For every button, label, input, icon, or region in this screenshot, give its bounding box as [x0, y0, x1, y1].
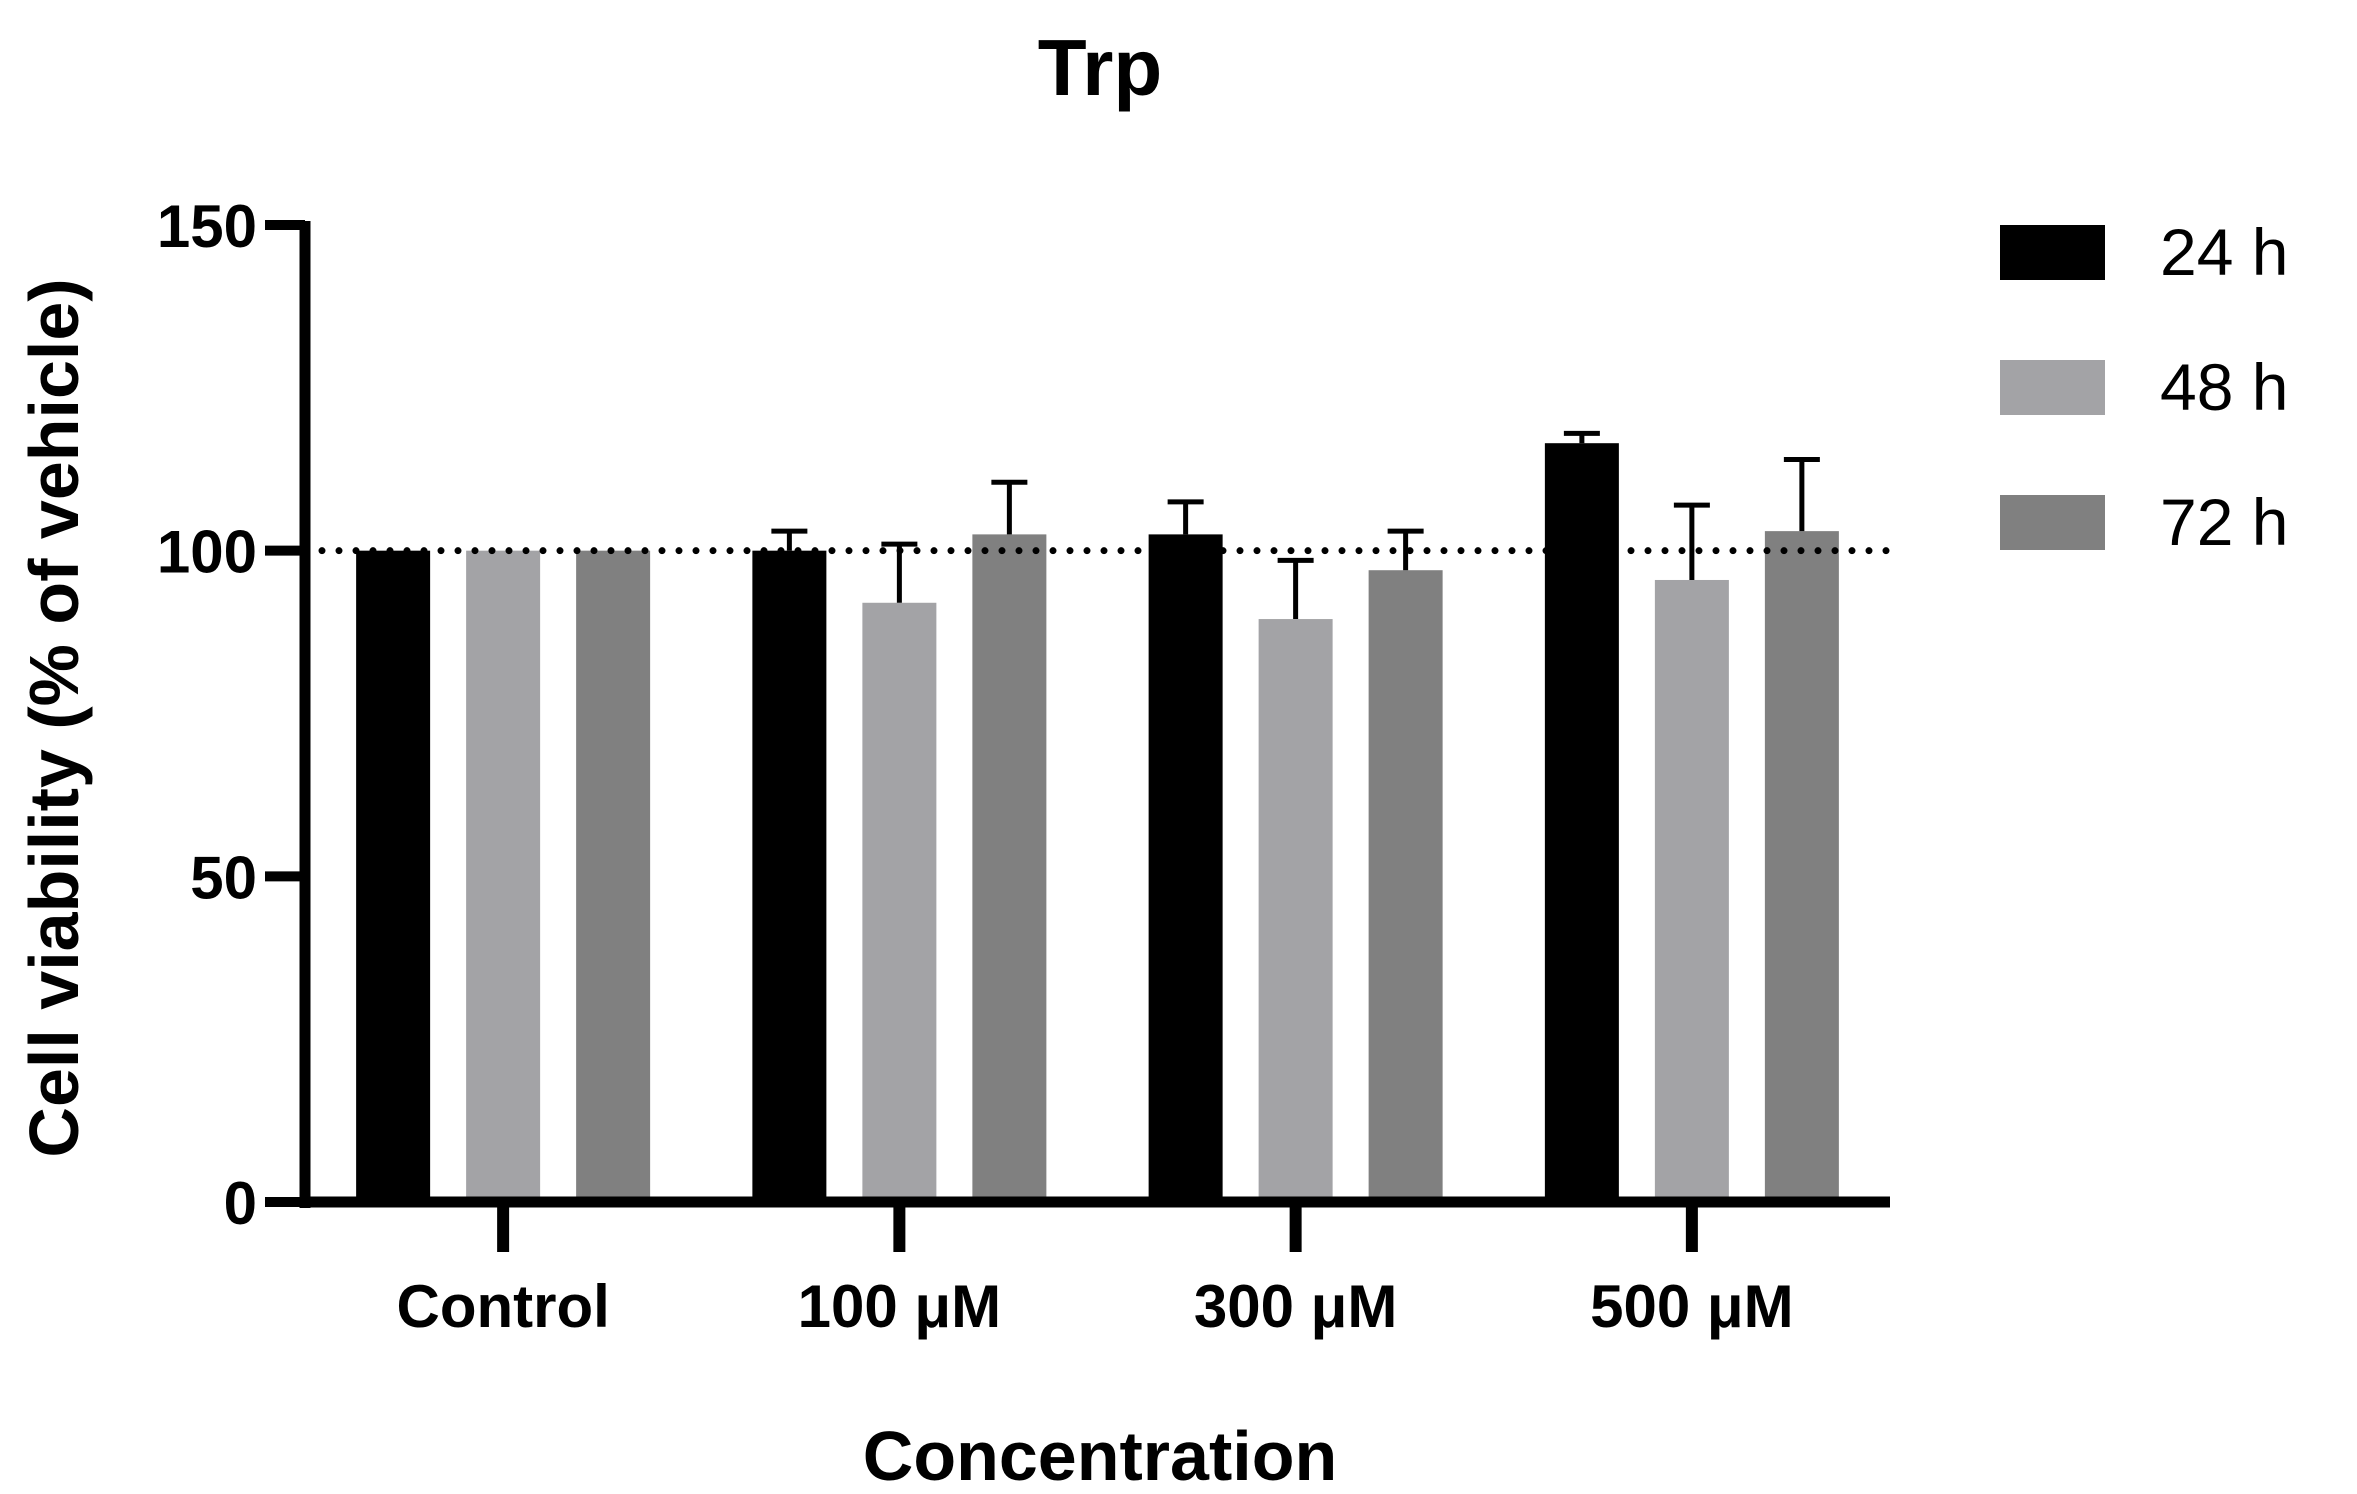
- legend-label-24h: 24 h: [2160, 215, 2288, 289]
- y-axis-label: Cell viability (% of vehicle): [15, 278, 93, 1157]
- y-tick-label-0: 0: [224, 1170, 257, 1237]
- legend-label-48h: 48 h: [2160, 350, 2288, 424]
- x-ticks-group: Control 100 μM 300 μM 500 μM: [396, 1202, 1794, 1340]
- bar-24h-1: [752, 550, 827, 1202]
- y-ticks-group: 0 50 100 150: [157, 193, 305, 1237]
- bar-48h-1: [862, 602, 937, 1202]
- y-tick-label-100: 100: [157, 519, 257, 586]
- bar-72h-2: [1368, 570, 1443, 1202]
- legend: 24 h 48 h 72 h: [2000, 215, 2288, 559]
- legend-swatch-72h: [2000, 495, 2105, 550]
- axes-group: [299, 221, 1890, 1208]
- bar-24h-3: [1544, 443, 1619, 1202]
- bar-72h-3: [1764, 531, 1839, 1202]
- bars-group: [356, 443, 1839, 1202]
- legend-swatch-24h: [2000, 225, 2105, 280]
- error-bars-group: [771, 430, 1820, 620]
- y-tick-label-50: 50: [190, 844, 257, 911]
- x-axis-label: Concentration: [863, 1417, 1337, 1494]
- x-tick-label-1: 100 μM: [798, 1273, 1001, 1340]
- x-tick-label-2: 300 μM: [1194, 1273, 1397, 1340]
- bar-72h-1: [972, 534, 1047, 1202]
- x-tick-label-3: 500 μM: [1590, 1273, 1793, 1340]
- bar-24h-0: [356, 550, 431, 1202]
- legend-swatch-48h: [2000, 360, 2105, 415]
- bar-24h-2: [1148, 534, 1223, 1202]
- bar-72h-0: [576, 550, 651, 1202]
- chart-title: Trp: [1038, 23, 1162, 112]
- bar-48h-0: [466, 550, 541, 1202]
- bar-48h-2: [1258, 619, 1333, 1202]
- x-tick-label-0: Control: [396, 1273, 609, 1340]
- y-tick-label-150: 150: [157, 193, 257, 260]
- bar-48h-3: [1654, 579, 1729, 1202]
- legend-label-72h: 72 h: [2160, 485, 2288, 559]
